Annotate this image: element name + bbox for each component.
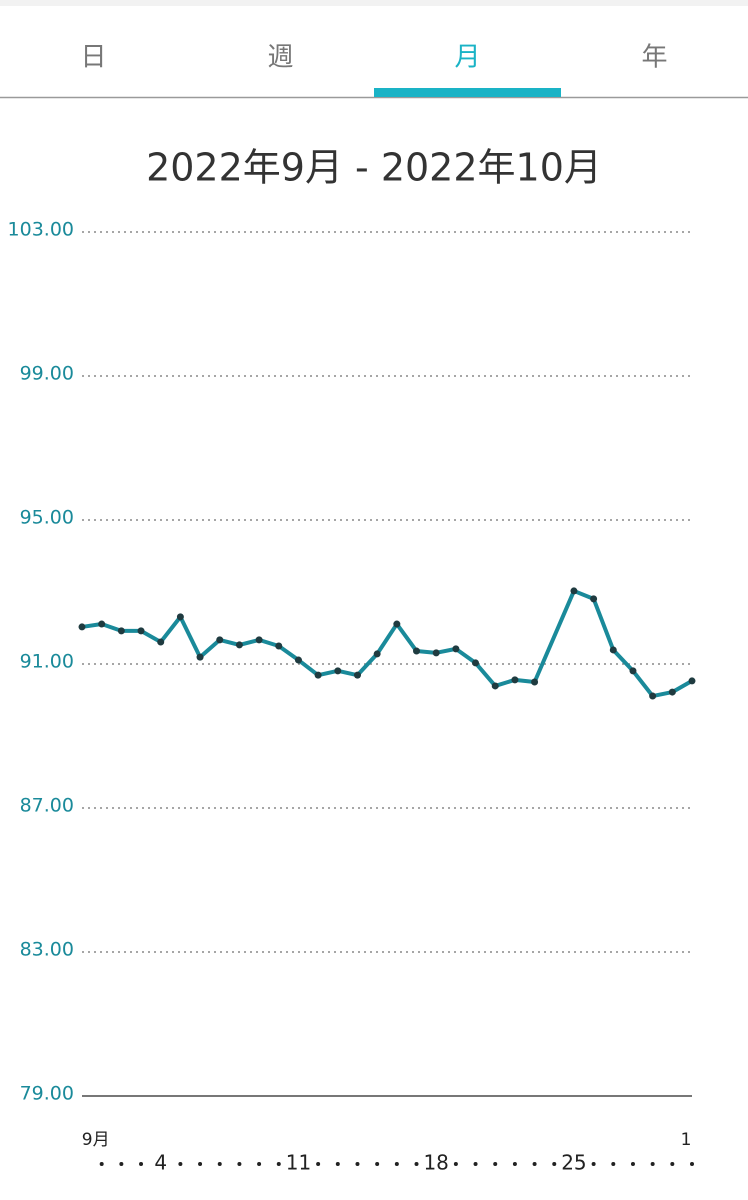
tab-indicator (374, 88, 561, 97)
line (81, 588, 693, 699)
point (98, 620, 106, 628)
day-dot (473, 1162, 478, 1166)
tab[interactable]: 週 (267, 43, 293, 73)
point (531, 678, 539, 686)
day-dot (119, 1162, 124, 1166)
day-dot (217, 1162, 222, 1166)
x-tick-label: 25 (561, 1151, 586, 1175)
point (590, 595, 598, 603)
day-dot (690, 1162, 694, 1166)
y-tick-label: 91.00 (20, 651, 74, 673)
y-tick-label: 87.00 (20, 795, 74, 817)
day-dot (316, 1162, 321, 1166)
point (157, 638, 165, 646)
point (688, 677, 696, 685)
day-dot (532, 1162, 537, 1166)
y-tick-label: 99.00 (20, 363, 74, 385)
tab[interactable]: 日 (80, 43, 106, 73)
day-dot (591, 1162, 596, 1166)
day-dot (139, 1162, 144, 1166)
point (491, 682, 499, 690)
y-tick-label: 83.00 (20, 939, 74, 961)
x-tick-label: 11 (286, 1151, 311, 1175)
point (275, 642, 283, 650)
point (235, 641, 243, 649)
point (216, 636, 224, 644)
point (137, 627, 145, 635)
day-dot (453, 1162, 458, 1166)
y-tick-label: 103.00 (8, 219, 74, 241)
point (78, 623, 86, 631)
day-dot (650, 1162, 655, 1166)
day-dot (355, 1162, 360, 1166)
point (649, 692, 657, 700)
day-dot (611, 1162, 616, 1166)
point (176, 613, 184, 621)
status-shadow (0, 0, 748, 6)
day-dot (237, 1162, 242, 1166)
point (629, 667, 637, 675)
point (314, 671, 322, 679)
y-tick-label: 95.00 (20, 507, 74, 529)
tab[interactable]: 年 (641, 43, 667, 73)
day-dot (493, 1162, 498, 1166)
day-dot (198, 1162, 203, 1166)
point (353, 671, 361, 679)
point (609, 646, 617, 654)
day-dot (552, 1162, 557, 1166)
y-tick-label: 79.00 (20, 1083, 74, 1105)
point (117, 627, 125, 635)
point (413, 647, 421, 655)
day-dot (670, 1162, 675, 1166)
day-dot (99, 1162, 104, 1166)
point (255, 636, 263, 644)
x-tick-label: 18 (423, 1151, 448, 1175)
day-dot (375, 1162, 380, 1166)
day-dot (414, 1162, 419, 1166)
day-dot (630, 1162, 635, 1166)
day-dot (335, 1162, 340, 1166)
day-dot (512, 1162, 517, 1166)
point (373, 650, 381, 658)
x-tick-label: 4 (154, 1151, 167, 1175)
point (570, 587, 578, 595)
point (472, 659, 480, 667)
point (432, 649, 440, 657)
month-label: 1 (681, 1130, 692, 1150)
day-dot (257, 1162, 262, 1166)
chart-title: 2022年9月 - 2022年10月 (146, 146, 602, 190)
month-label: 9月 (82, 1130, 110, 1150)
point (511, 676, 519, 684)
tab[interactable]: 月 (454, 43, 480, 73)
day-dot (276, 1162, 281, 1166)
point (668, 688, 676, 696)
point (334, 667, 342, 675)
point (393, 620, 401, 628)
day-dot (178, 1162, 183, 1166)
point (196, 653, 204, 661)
point (294, 656, 302, 664)
point (452, 645, 460, 653)
day-dot (394, 1162, 399, 1166)
